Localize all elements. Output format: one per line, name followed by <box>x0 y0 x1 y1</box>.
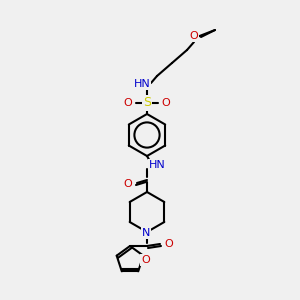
Text: O: O <box>124 179 132 189</box>
Text: HN: HN <box>134 79 150 89</box>
Text: O: O <box>190 31 198 41</box>
Text: O: O <box>162 98 170 108</box>
Text: HN: HN <box>148 160 165 170</box>
Text: S: S <box>143 97 151 110</box>
Text: N: N <box>142 228 150 238</box>
Text: O: O <box>165 239 173 249</box>
Text: O: O <box>141 255 150 265</box>
Text: O: O <box>124 98 132 108</box>
